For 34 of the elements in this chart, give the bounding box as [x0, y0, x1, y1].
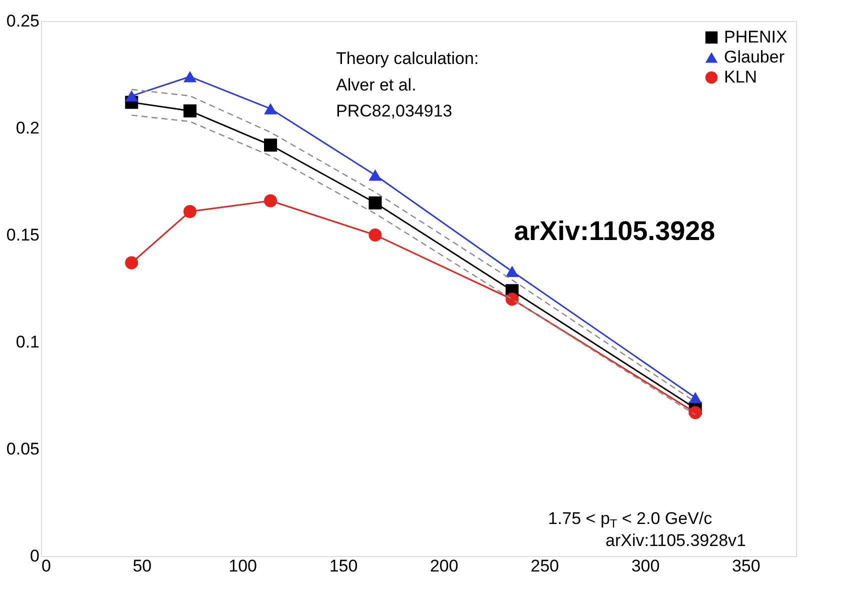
point [688, 392, 702, 404]
point [368, 196, 382, 210]
x-tick-label: 300 [631, 556, 660, 576]
x-tick-label: 0 [42, 556, 51, 576]
annotation: arXiv:1105.3928 [514, 216, 716, 246]
x-tick-label: 50 [132, 556, 152, 576]
point [506, 292, 519, 306]
y-tick-label: 0.15 [6, 226, 40, 244]
x-tick-label: 150 [329, 556, 358, 576]
y-tick-label: 0.1 [16, 332, 40, 352]
point [264, 103, 278, 114]
legend-label: Glauber [724, 48, 785, 66]
annotation: Theory calculation: Alver et al. PRC82,034913 [336, 49, 479, 121]
x-tick-label: 250 [530, 556, 560, 576]
point [264, 194, 278, 208]
legend-label: PHENIX [724, 28, 788, 46]
annotation: arXiv:1105.3928v1 [605, 531, 746, 550]
x-tick-label: 350 [732, 556, 760, 576]
y-tick-label: 0.05 [6, 440, 40, 458]
x-tick-label: 200 [430, 556, 458, 576]
x-tick-label: 100 [228, 556, 258, 576]
point [183, 204, 197, 218]
point [125, 90, 138, 102]
point [183, 104, 197, 118]
point [264, 138, 278, 152]
point [368, 228, 382, 242]
y-tick-label: 0.25 [6, 12, 40, 30]
point [506, 266, 519, 278]
point [688, 406, 702, 420]
point [368, 169, 382, 181]
point [125, 256, 138, 270]
y-tick-label: 0.2 [16, 118, 40, 138]
legend-label: KLN [724, 68, 758, 86]
point [183, 70, 197, 82]
